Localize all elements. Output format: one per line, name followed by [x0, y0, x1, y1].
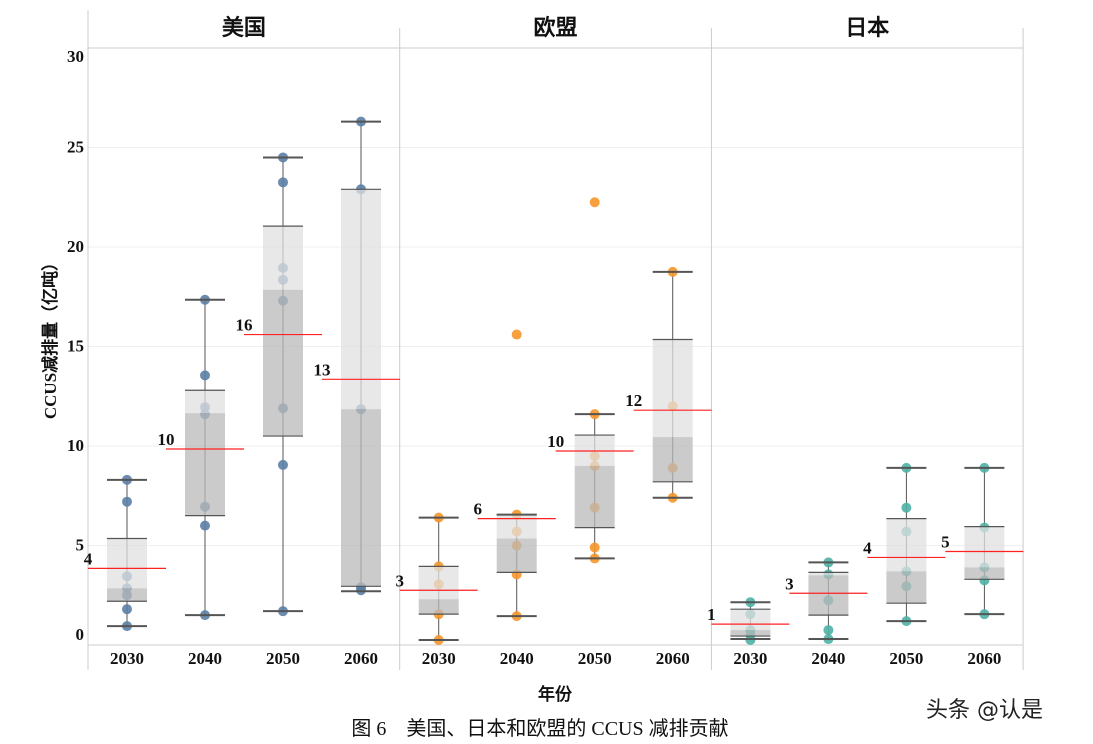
- data-point: [122, 496, 132, 507]
- box-upper: [808, 572, 849, 576]
- x-tick-label: 2060: [656, 649, 690, 668]
- box-lower: [341, 409, 381, 587]
- box-lower: [496, 538, 537, 573]
- mean-label: 4: [84, 549, 93, 568]
- mean-label: 3: [785, 574, 794, 593]
- box-upper: [341, 189, 381, 410]
- mean-label: 16: [236, 316, 253, 335]
- mean-label: 5: [941, 532, 950, 551]
- mean-label: 10: [547, 432, 564, 451]
- panel-title: 欧盟: [534, 15, 578, 40]
- data-point: [589, 197, 600, 208]
- data-point: [589, 542, 600, 553]
- mean-label: 3: [395, 571, 404, 590]
- y-tick-label: 5: [76, 536, 85, 555]
- x-axis-title: 年份: [538, 684, 573, 704]
- x-tick-label: 2050: [578, 649, 612, 668]
- y-axis-title: CCUS减排量（亿吨）: [40, 254, 60, 419]
- box-lower: [808, 575, 849, 616]
- box-upper: [886, 518, 927, 572]
- mean-label: 4: [863, 538, 872, 557]
- y-tick-label: 15: [67, 337, 84, 356]
- y-tick-label: 25: [67, 138, 84, 157]
- mean-label: 12: [625, 391, 642, 410]
- data-point: [901, 502, 912, 513]
- box-upper: [418, 566, 459, 600]
- box-upper: [496, 514, 537, 539]
- x-tick-label: 2040: [811, 649, 845, 668]
- box-lower: [263, 289, 303, 437]
- box-upper: [964, 526, 1005, 568]
- box-lower: [730, 630, 771, 637]
- box-upper: [652, 339, 693, 438]
- box-upper: [185, 390, 225, 414]
- x-tick-label: 2030: [422, 649, 456, 668]
- box-upper: [263, 226, 303, 290]
- x-tick-label: 2040: [188, 649, 222, 668]
- x-tick-label: 2030: [733, 649, 767, 668]
- data-point: [278, 459, 288, 470]
- data-point: [122, 604, 132, 615]
- data-point: [200, 520, 210, 531]
- panel-title: 日本: [845, 15, 889, 40]
- mean-label: 1: [707, 605, 716, 624]
- box-lower: [886, 571, 927, 604]
- box-upper: [107, 538, 147, 589]
- panel-title: 美国: [222, 15, 266, 40]
- mean-label: 13: [314, 360, 331, 379]
- box-lower: [964, 567, 1005, 580]
- y-tick-label: 0: [76, 625, 85, 644]
- data-point: [823, 625, 834, 636]
- y-tick-label: 30: [67, 47, 84, 66]
- data-point: [278, 177, 288, 188]
- data-point: [200, 370, 210, 381]
- watermark: 头条 @认是: [926, 698, 1043, 723]
- y-tick-label: 10: [67, 436, 84, 455]
- data-point: [511, 329, 522, 340]
- box-upper: [730, 609, 771, 631]
- x-tick-label: 2060: [344, 649, 378, 668]
- box-lower: [418, 599, 459, 615]
- box-lower: [652, 437, 693, 482]
- x-tick-label: 2050: [266, 649, 300, 668]
- x-tick-label: 2060: [967, 649, 1001, 668]
- box-lower: [107, 588, 147, 602]
- mean-label: 10: [158, 430, 175, 449]
- box-lower: [574, 465, 615, 528]
- x-tick-label: 2050: [889, 649, 923, 668]
- y-tick-label: 20: [67, 237, 84, 256]
- figure-caption: 图 6 美国、日本和欧盟的 CCUS 减排贡献: [351, 717, 728, 740]
- x-tick-label: 2040: [500, 649, 534, 668]
- x-tick-label: 2030: [110, 649, 144, 668]
- box-lower: [185, 413, 225, 516]
- mean-label: 6: [473, 500, 482, 519]
